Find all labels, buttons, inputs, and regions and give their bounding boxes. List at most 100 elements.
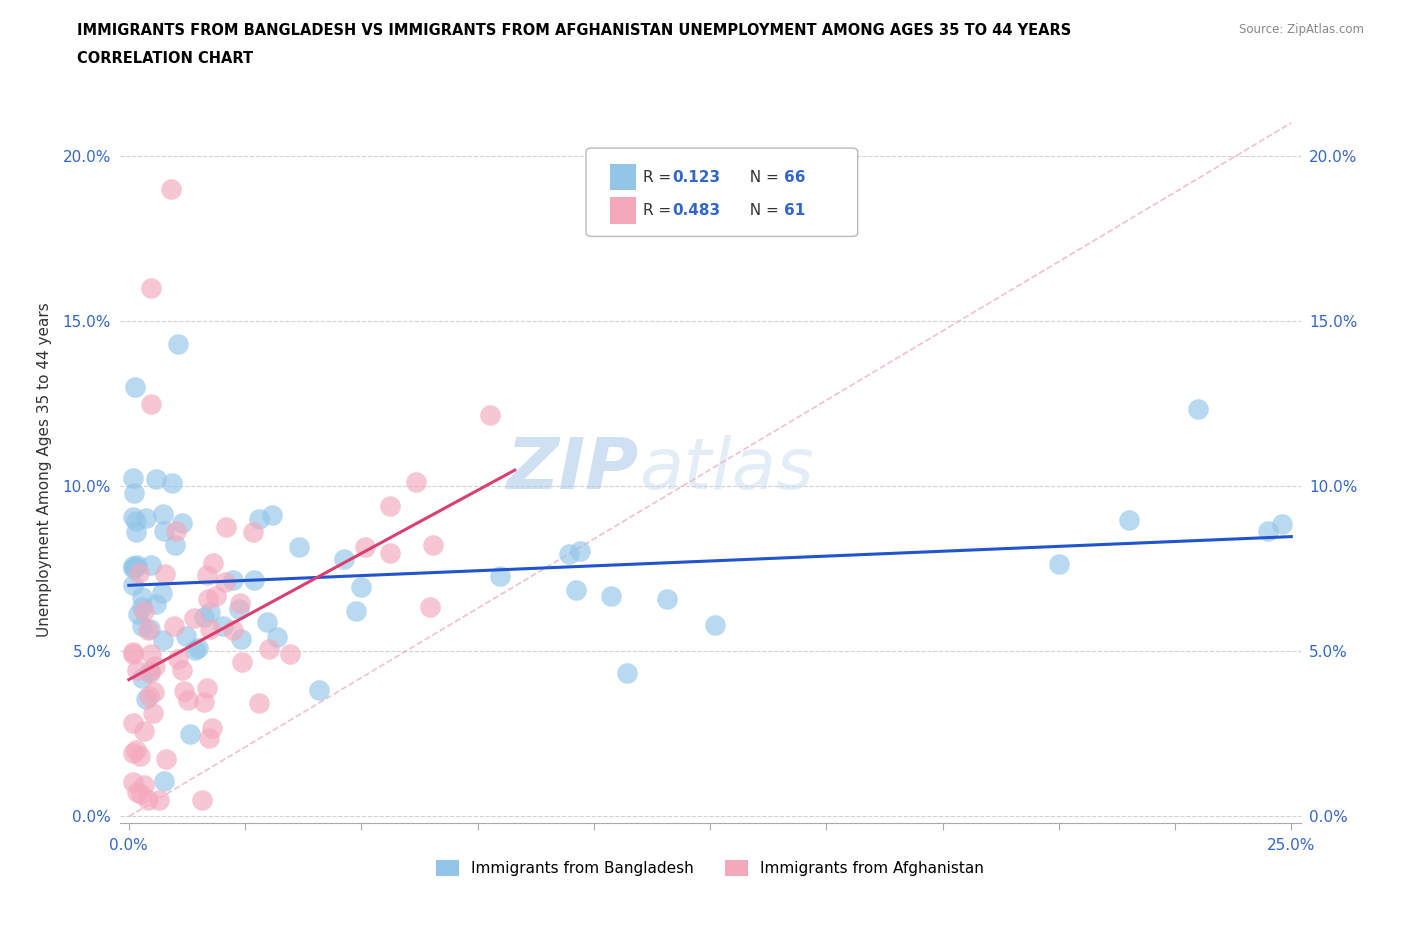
Point <box>153 524 176 538</box>
Point <box>173 684 195 698</box>
Point <box>142 705 165 720</box>
Point <box>135 691 157 706</box>
Point <box>145 597 167 612</box>
Point <box>141 557 163 572</box>
Point <box>139 621 162 636</box>
Point <box>405 475 427 490</box>
Point <box>145 472 167 486</box>
Text: 0.483: 0.483 <box>672 203 720 218</box>
Point <box>141 281 163 296</box>
Text: ZIP: ZIP <box>508 435 640 504</box>
Point <box>422 538 444 552</box>
Point <box>155 751 177 766</box>
Point <box>131 600 153 615</box>
Point <box>167 652 190 667</box>
FancyBboxPatch shape <box>610 164 636 191</box>
Point <box>125 560 148 575</box>
Point <box>257 642 280 657</box>
Point <box>160 475 183 490</box>
Y-axis label: Unemployment Among Ages 35 to 44 years: Unemployment Among Ages 35 to 44 years <box>37 302 52 637</box>
Point <box>166 337 188 352</box>
Point <box>247 696 270 711</box>
Point <box>1187 402 1209 417</box>
Point <box>124 559 146 574</box>
Point <box>124 485 146 500</box>
Point <box>174 629 197 644</box>
Point <box>139 665 162 680</box>
Text: N =: N = <box>740 169 783 184</box>
Point <box>599 589 621 604</box>
Point <box>139 646 162 661</box>
Point <box>122 558 145 573</box>
Point <box>212 618 235 633</box>
Point <box>195 568 218 583</box>
Point <box>229 632 252 647</box>
Point <box>139 664 162 679</box>
Point <box>152 773 174 788</box>
Point <box>197 592 219 607</box>
Point <box>125 525 148 539</box>
Point <box>256 615 278 630</box>
Point <box>132 603 155 618</box>
Point <box>166 524 188 538</box>
Point <box>183 610 205 625</box>
Point <box>703 618 725 632</box>
Point <box>419 600 441 615</box>
Point <box>136 623 159 638</box>
Text: CORRELATION CHART: CORRELATION CHART <box>77 51 253 66</box>
Point <box>201 721 224 736</box>
Point <box>148 792 170 807</box>
Point <box>127 558 149 573</box>
Point <box>198 730 221 745</box>
Point <box>616 666 638 681</box>
Point <box>568 544 591 559</box>
Point <box>128 749 150 764</box>
Point <box>138 792 160 807</box>
Text: N =: N = <box>740 203 783 218</box>
Point <box>128 565 150 580</box>
Point <box>152 506 174 521</box>
Point <box>214 575 236 590</box>
Point <box>195 681 218 696</box>
Text: atlas: atlas <box>640 435 814 504</box>
Point <box>122 715 145 730</box>
Point <box>170 663 193 678</box>
Text: R =: R = <box>643 203 676 218</box>
Point <box>205 589 228 604</box>
Point <box>278 647 301 662</box>
Point <box>215 520 238 535</box>
Point <box>558 547 581 562</box>
Point <box>378 498 401 513</box>
Point <box>131 671 153 685</box>
Point <box>198 604 221 619</box>
Point <box>231 655 253 670</box>
Point <box>143 684 166 699</box>
Point <box>489 568 512 583</box>
Point <box>1271 516 1294 531</box>
Point <box>152 632 174 647</box>
Point <box>153 566 176 581</box>
Point <box>122 578 145 592</box>
Point <box>127 606 149 621</box>
Point <box>193 609 215 624</box>
Point <box>198 622 221 637</box>
Point <box>150 586 173 601</box>
Point <box>266 629 288 644</box>
Point <box>122 746 145 761</box>
Point <box>353 540 375 555</box>
Point <box>228 602 250 617</box>
Point <box>141 396 163 411</box>
Point <box>125 785 148 800</box>
Text: 66: 66 <box>785 169 806 184</box>
Point <box>122 775 145 790</box>
Point <box>131 589 153 604</box>
Point <box>1118 512 1140 527</box>
Point <box>129 787 152 802</box>
Point <box>228 595 250 610</box>
Point <box>247 512 270 526</box>
Point <box>122 471 145 485</box>
Point <box>308 683 330 698</box>
Point <box>350 580 373 595</box>
Point <box>222 622 245 637</box>
Point <box>177 693 200 708</box>
